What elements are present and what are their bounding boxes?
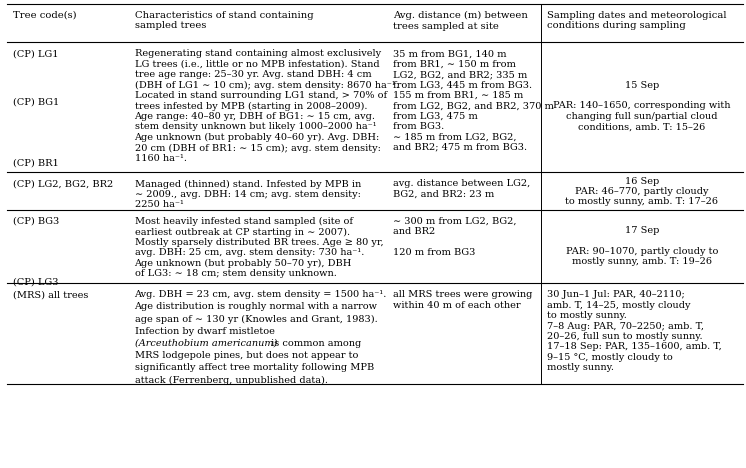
Text: (CP) LG2, BG2, BR2: (CP) LG2, BG2, BR2	[13, 179, 113, 189]
Text: (CP) BG3: (CP) BG3	[13, 217, 59, 226]
Text: 16 Sep
PAR: 46–770, partly cloudy
to mostly sunny, amb. T: 17–26: 16 Sep PAR: 46–770, partly cloudy to mos…	[565, 176, 718, 206]
Text: (MRS) all trees: (MRS) all trees	[13, 290, 88, 300]
Text: Characteristics of stand containing
sampled trees: Characteristics of stand containing samp…	[134, 11, 313, 30]
Text: Regenerating stand containing almost exclusively
LG trees (i.e., little or no MP: Regenerating stand containing almost exc…	[134, 49, 398, 163]
Text: is common among: is common among	[269, 339, 362, 348]
Text: Managed (thinned) stand. Infested by MPB in
∼ 2009., avg. DBH: 14 cm; avg. stem : Managed (thinned) stand. Infested by MPB…	[134, 179, 361, 209]
Text: 30 Jun–1 Jul: PAR, 40–2110;
amb. T, 14–25, mostly cloudy
to mostly sunny.
7–8 Au: 30 Jun–1 Jul: PAR, 40–2110; amb. T, 14–2…	[547, 290, 722, 372]
Text: (CP) LG3: (CP) LG3	[13, 278, 58, 286]
Text: 35 m from BG1, 140 m
from BR1, ∼ 150 m from
LG2, BG2, and BR2; 335 m
from LG3, 4: 35 m from BG1, 140 m from BR1, ∼ 150 m f…	[393, 49, 554, 152]
Text: Infection by dwarf mistletoe: Infection by dwarf mistletoe	[134, 327, 275, 336]
Text: attack (Ferrenberg, unpublished data).: attack (Ferrenberg, unpublished data).	[134, 375, 327, 385]
Text: Age distribution is roughly normal with a narrow: Age distribution is roughly normal with …	[134, 302, 377, 312]
Text: 17 Sep

PAR: 90–1070, partly cloudy to
mostly sunny, amb. T: 19–26: 17 Sep PAR: 90–1070, partly cloudy to mo…	[565, 226, 718, 266]
Text: avg. distance between LG2,
BG2, and BR2: 23 m: avg. distance between LG2, BG2, and BR2:…	[393, 179, 530, 199]
Text: (Arceuthobium americanum): (Arceuthobium americanum)	[134, 339, 277, 348]
Text: Tree code(s): Tree code(s)	[13, 11, 77, 20]
Text: significantly affect tree mortality following MPB: significantly affect tree mortality foll…	[134, 363, 374, 372]
Text: Most heavily infested stand sampled (site of
earliest outbreak at CP starting in: Most heavily infested stand sampled (sit…	[134, 217, 383, 278]
Text: 15 Sep

PAR: 140–1650, corresponding with
changing full sun/partial cloud
condit: 15 Sep PAR: 140–1650, corresponding with…	[554, 80, 730, 131]
Text: all MRS trees were growing
within 40 m of each other: all MRS trees were growing within 40 m o…	[393, 290, 533, 310]
Text: ∼ 300 m from LG2, BG2,
and BR2

120 m from BG3: ∼ 300 m from LG2, BG2, and BR2 120 m fro…	[393, 217, 517, 257]
Text: (CP) BG1: (CP) BG1	[13, 98, 59, 107]
Text: age span of ∼ 130 yr (Knowles and Grant, 1983).: age span of ∼ 130 yr (Knowles and Grant,…	[134, 314, 377, 324]
Text: MRS lodgepole pines, but does not appear to: MRS lodgepole pines, but does not appear…	[134, 351, 358, 360]
Text: Avg. distance (m) between
trees sampled at site: Avg. distance (m) between trees sampled …	[393, 11, 528, 30]
Text: Sampling dates and meteorological
conditions during sampling: Sampling dates and meteorological condit…	[547, 11, 727, 30]
Text: (CP) BR1: (CP) BR1	[13, 159, 59, 168]
Text: (CP) LG1: (CP) LG1	[13, 49, 58, 58]
Text: Avg. DBH = 23 cm, avg. stem density = 1500 ha⁻¹.: Avg. DBH = 23 cm, avg. stem density = 15…	[134, 290, 387, 300]
